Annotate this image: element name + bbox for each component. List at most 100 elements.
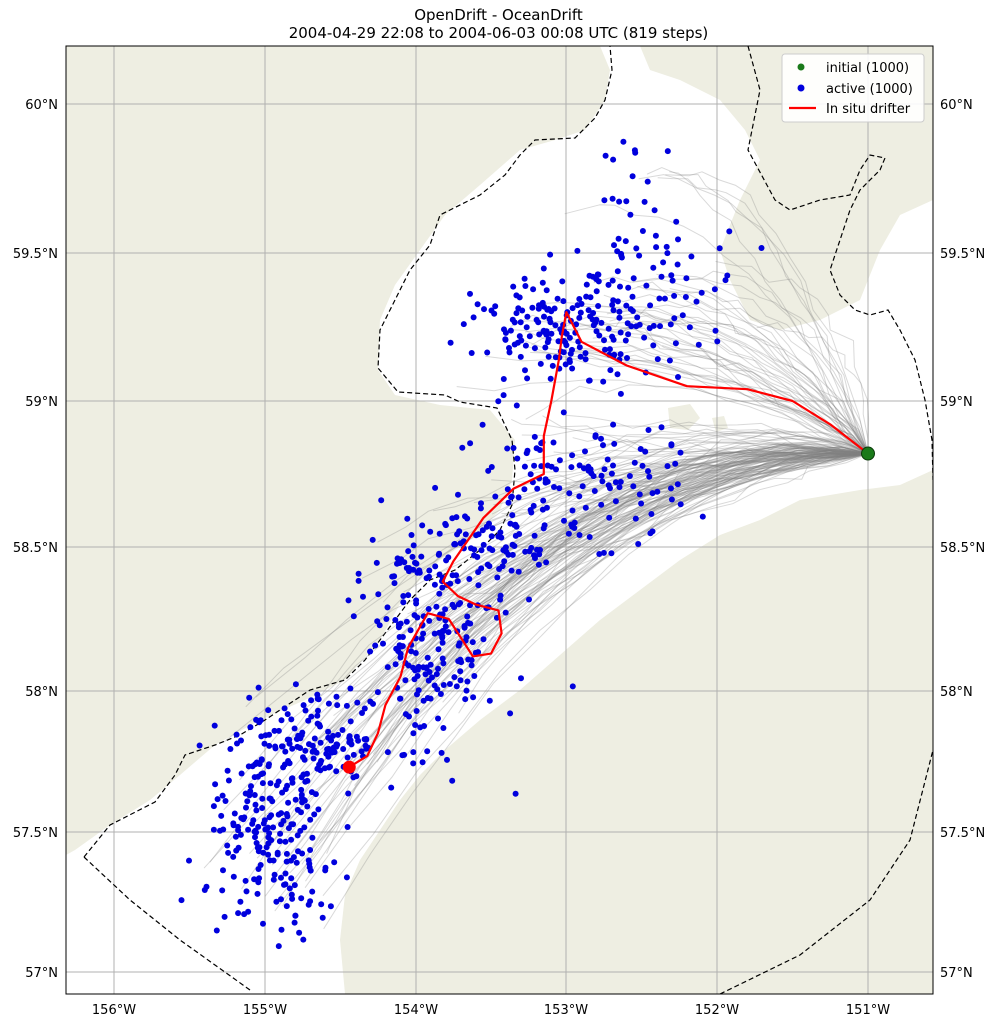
active-particle (714, 338, 721, 345)
active-particle (595, 303, 602, 309)
active-particle (288, 716, 295, 723)
active-particle (403, 618, 410, 625)
active-particle (400, 599, 407, 606)
active-particle (496, 566, 503, 572)
active-particle (355, 570, 362, 577)
active-particle (549, 362, 556, 369)
active-particle (486, 697, 493, 704)
trajectory-line (475, 451, 869, 570)
active-particle (350, 613, 357, 620)
active-particle (286, 885, 293, 892)
active-particle (293, 859, 300, 866)
active-particle (502, 329, 509, 336)
active-particle (249, 820, 256, 827)
active-particle (225, 777, 232, 784)
trajectory-line (609, 317, 869, 455)
active-particle (500, 376, 507, 382)
active-particle (252, 834, 258, 841)
trajectory-line (442, 446, 869, 703)
active-particle (278, 717, 285, 724)
active-particle (614, 298, 621, 305)
active-particle (623, 198, 630, 205)
active-particle (617, 283, 623, 290)
active-particle (281, 705, 288, 712)
active-particle (302, 778, 309, 785)
trajectory-line (305, 453, 869, 753)
active-particle (259, 795, 266, 802)
active-particle (278, 926, 285, 933)
active-particle (628, 323, 635, 330)
active-particle (298, 895, 305, 902)
trajectory-line (426, 452, 869, 624)
active-particle (261, 740, 268, 747)
active-particle (354, 699, 361, 706)
active-particle (363, 736, 370, 743)
active-particle (218, 812, 225, 819)
active-particle (312, 791, 319, 798)
active-particle (669, 277, 676, 284)
active-particle (290, 854, 297, 861)
active-particle (439, 639, 446, 646)
active-particle (559, 278, 566, 285)
active-particle (652, 232, 659, 239)
trajectory-line (553, 321, 869, 455)
active-particle (528, 544, 535, 551)
lat-tick-label: 59°N (25, 395, 58, 410)
trajectory-line (528, 439, 869, 473)
active-particle (675, 374, 681, 380)
trajectory-line (261, 453, 869, 820)
active-particle (232, 833, 239, 840)
trajectory-line (316, 447, 869, 747)
active-particle (301, 824, 308, 831)
active-particle (402, 677, 409, 684)
active-particle (301, 756, 308, 763)
active-particle (401, 751, 408, 758)
active-particle (610, 421, 617, 428)
active-particle (315, 696, 322, 703)
active-particle (380, 640, 386, 647)
active-particle (716, 245, 723, 252)
active-particle (475, 649, 482, 656)
active-particle (664, 463, 671, 470)
active-particle (467, 620, 474, 627)
trajectory-line (565, 414, 869, 457)
trajectory-line (503, 430, 869, 540)
active-particle (627, 211, 634, 218)
active-particle (455, 658, 462, 665)
active-particle (494, 574, 501, 581)
active-particle (289, 895, 296, 902)
drifter-end-marker (342, 760, 356, 774)
active-particle (358, 748, 365, 755)
trajectory-line (594, 308, 869, 455)
active-particle (305, 717, 312, 724)
active-particle (641, 334, 648, 341)
particle-layer (178, 138, 765, 950)
active-particle (521, 463, 528, 470)
active-particle (495, 398, 502, 405)
trajectory-line (624, 332, 869, 455)
active-particle (435, 646, 442, 653)
active-particle (479, 421, 486, 428)
active-particle (220, 867, 226, 874)
active-particle (658, 273, 665, 280)
trajectory-line (416, 450, 869, 760)
trajectory-line (579, 422, 869, 496)
active-particle (436, 530, 443, 537)
active-particle (292, 796, 299, 803)
active-particle (639, 228, 646, 234)
trajectory-line (548, 453, 869, 490)
active-particle (478, 500, 484, 507)
plot-subtitle: 2004-04-29 22:08 to 2004-06-03 00:08 UTC… (288, 24, 709, 42)
active-particle (411, 612, 418, 619)
legend-initial-marker (797, 63, 805, 71)
active-particle (353, 733, 360, 740)
active-particle (566, 359, 573, 365)
active-particle (674, 481, 681, 488)
active-particle (609, 195, 616, 202)
active-particle (508, 567, 515, 574)
active-particle (541, 303, 548, 310)
trajectory-line (643, 286, 869, 455)
active-particle (294, 743, 301, 750)
active-particle (259, 780, 266, 787)
active-particle (295, 848, 301, 855)
